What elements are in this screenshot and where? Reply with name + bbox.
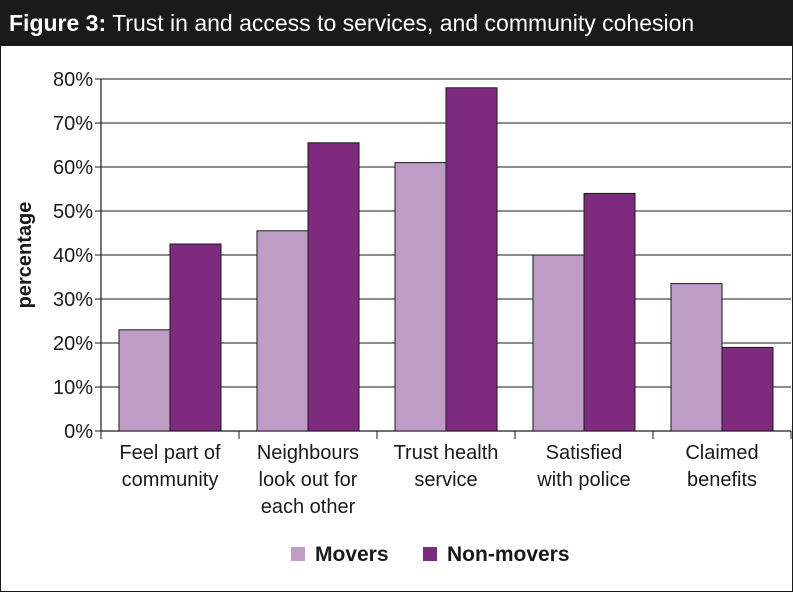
x-tick-label: look out for xyxy=(259,469,358,491)
y-tick-label: 10% xyxy=(53,377,93,399)
y-tick-label: 70% xyxy=(53,113,93,135)
y-tick-label: 50% xyxy=(53,201,93,223)
y-tick-label: 20% xyxy=(53,333,93,355)
x-tick-label: Claimed xyxy=(685,442,758,464)
y-tick-label: 80% xyxy=(53,69,93,91)
bar-movers xyxy=(671,284,722,431)
legend-label: Movers xyxy=(315,543,389,566)
x-tick-label: each other xyxy=(261,496,356,518)
legend-swatch xyxy=(423,547,437,561)
bar-non-movers xyxy=(584,193,635,431)
x-tick-label: with police xyxy=(536,469,630,491)
bar-non-movers xyxy=(722,347,773,431)
legend-swatch xyxy=(291,547,305,561)
y-tick-label: 30% xyxy=(53,289,93,311)
y-tick-label: 0% xyxy=(64,421,93,443)
x-tick-label: Neighbours xyxy=(257,442,359,464)
x-tick-label: service xyxy=(414,469,477,491)
y-tick-label: 60% xyxy=(53,157,93,179)
bar-non-movers xyxy=(170,244,221,431)
bar-movers xyxy=(119,330,170,431)
x-tick-label: Feel part of xyxy=(119,442,221,464)
bar-movers xyxy=(533,255,584,431)
legend-label: Non-movers xyxy=(447,543,570,566)
x-tick-label: benefits xyxy=(687,469,757,491)
x-tick-label: community xyxy=(122,469,219,491)
bar-movers xyxy=(257,231,308,431)
bar-non-movers xyxy=(308,143,359,431)
y-axis-title: percentage xyxy=(14,202,36,309)
bar-movers xyxy=(395,163,446,431)
x-tick-label: Trust health xyxy=(394,442,499,464)
bar-non-movers xyxy=(446,88,497,431)
y-tick-label: 40% xyxy=(53,245,93,267)
x-tick-label: Satisfied xyxy=(546,442,623,464)
